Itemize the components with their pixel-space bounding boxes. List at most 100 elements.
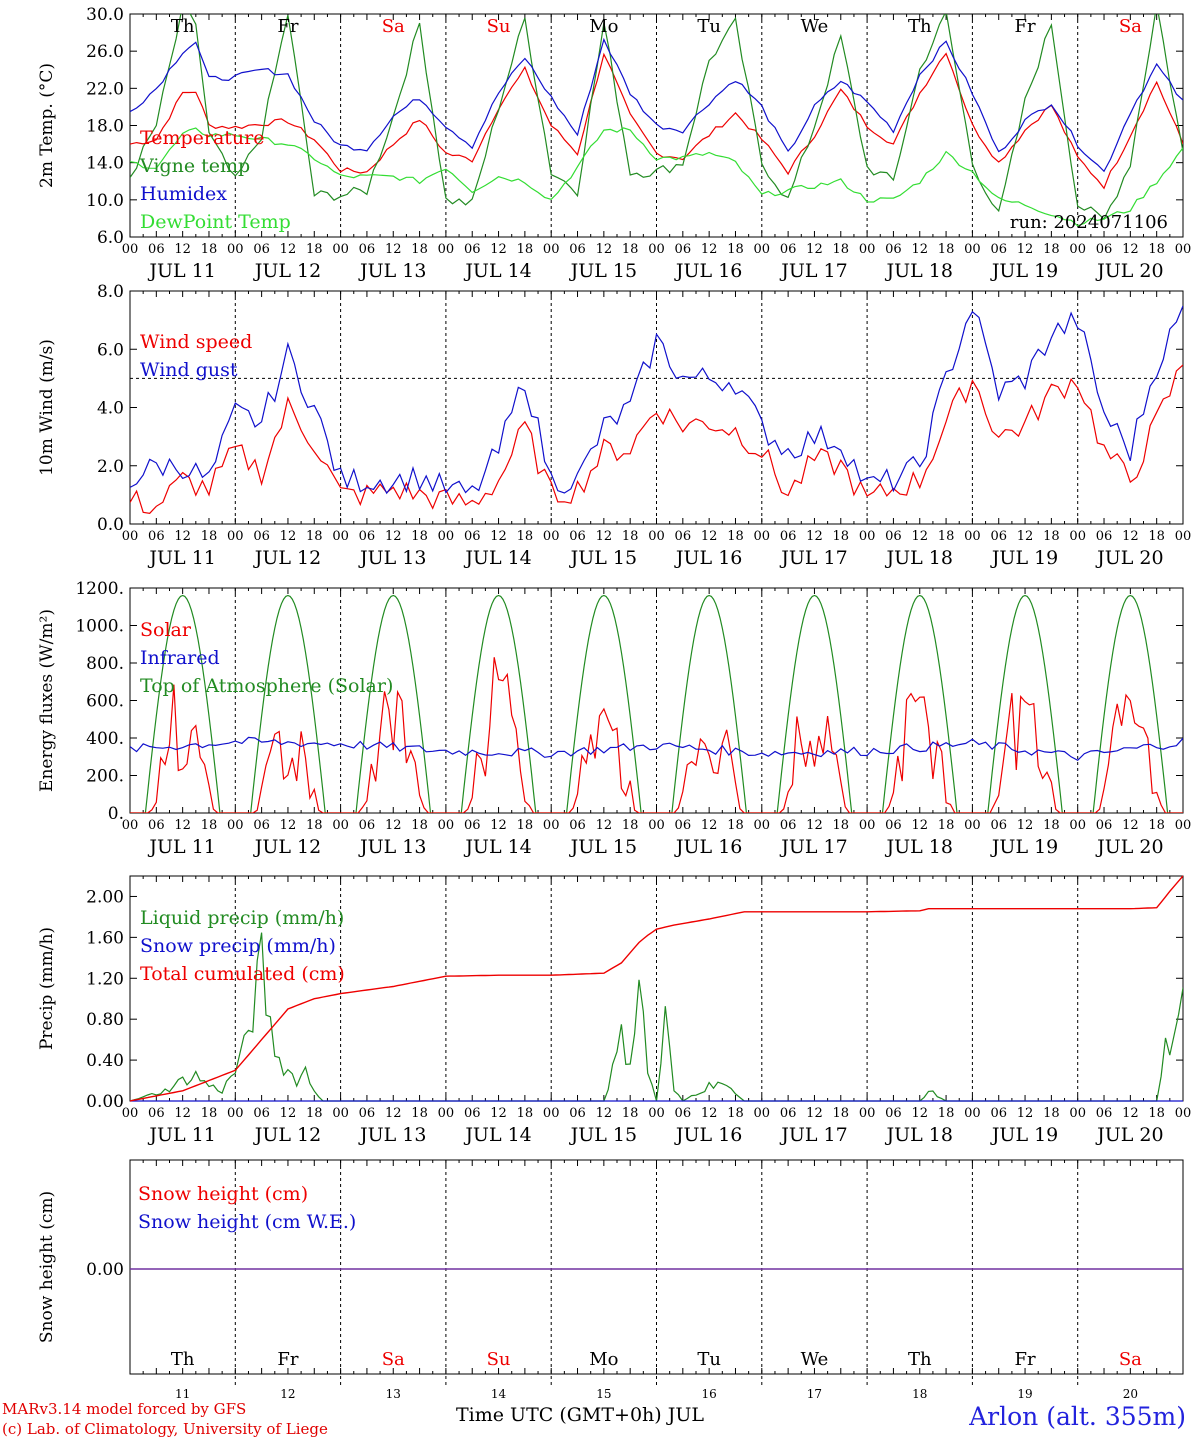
temperature-lines — [130, 14, 1183, 227]
x-hour-label: 00 — [964, 818, 981, 833]
x-hour-label: 00 — [1175, 242, 1192, 257]
x-hour-label: 18 — [201, 1106, 218, 1121]
x-date-label: JUL 19 — [990, 1124, 1058, 1146]
x-hour-label: 06 — [569, 529, 586, 544]
x-hour-label: 06 — [780, 529, 797, 544]
x-hour-label: 06 — [148, 529, 165, 544]
x-date-label: JUL 20 — [1095, 260, 1163, 282]
x-hour-label: 18 — [622, 529, 639, 544]
x-hour-label: 06 — [359, 242, 376, 257]
day-name-label: We — [801, 1349, 829, 1370]
x-hour-label: 12 — [490, 529, 507, 544]
x-hour-label: 06 — [569, 1106, 586, 1121]
legend-entry: Wind speed — [140, 331, 252, 353]
x-hour-label: 06 — [885, 818, 902, 833]
x-hour-label: 00 — [1069, 1106, 1086, 1121]
y-tick-label: 14.0 — [86, 154, 124, 174]
x-date-label: JUL 18 — [885, 260, 953, 282]
x-hour-label: 12 — [806, 529, 823, 544]
x-hour-label: 12 — [490, 1106, 507, 1121]
x-date-label: JUL 14 — [463, 260, 531, 282]
model-credit: MARv3.14 model forced by GFS — [2, 1400, 247, 1418]
x-hour-label: 12 — [806, 1106, 823, 1121]
x-hour-label: 00 — [964, 529, 981, 544]
x-hour-label: 06 — [253, 1106, 270, 1121]
y-tick-label: 6.0 — [97, 340, 124, 360]
x-hour-label: 00 — [543, 1106, 560, 1121]
x-hour-label: 18 — [938, 1106, 955, 1121]
x-hour-label: 06 — [675, 529, 692, 544]
x-hour-label: 12 — [1017, 1106, 1034, 1121]
x-hour-label: 18 — [517, 529, 534, 544]
x-hour-label: 12 — [385, 242, 402, 257]
x-hour-label: 18 — [1148, 529, 1165, 544]
x-hour-label: 12 — [1017, 818, 1034, 833]
x-hour-label: 00 — [859, 529, 876, 544]
infrared-line — [130, 736, 1183, 762]
x-date-label: JUL 11 — [147, 547, 215, 569]
x-date-label: JUL 17 — [779, 260, 847, 282]
snow-panel: 0.00 Snow height (cm) Snow height (cm) Snow… — [37, 1159, 1184, 1401]
x-date-label: JUL 19 — [990, 260, 1058, 282]
x-hour-label: 12 — [490, 818, 507, 833]
x-hour-label: 18 — [411, 242, 428, 257]
day-number-label: 19 — [1017, 1387, 1032, 1401]
legend-entry: DewPoint Temp — [140, 211, 291, 233]
x-hour-label: 06 — [990, 242, 1007, 257]
x-hour-label: 00 — [227, 529, 244, 544]
x-date-label: JUL 11 — [147, 836, 215, 858]
x-date-label: JUL 18 — [885, 1124, 953, 1146]
x-hour-label: 12 — [280, 242, 297, 257]
x-hour-label: 00 — [1175, 818, 1192, 833]
x-hour-label: 06 — [675, 818, 692, 833]
x-hour-label: 06 — [780, 242, 797, 257]
day-name-label: Th — [171, 1349, 195, 1370]
series-line — [130, 14, 1183, 220]
x-hour-label: 18 — [517, 1106, 534, 1121]
x-hour-label: 00 — [1069, 818, 1086, 833]
wind-panel: 0.0 2.0 4.0 6.0 8.0 10m Wind (m/s) 00 06 12 18 00 0… — [37, 282, 1191, 569]
day-name-label: Th — [908, 16, 932, 37]
x-hour-label: 06 — [464, 242, 481, 257]
x-hour-label: 12 — [385, 529, 402, 544]
x-date-label: JUL 17 — [779, 1124, 847, 1146]
x-hour-label: 12 — [911, 242, 928, 257]
x-hour-label: 00 — [859, 242, 876, 257]
x-hour-label: 18 — [517, 818, 534, 833]
x-hour-label: 18 — [201, 818, 218, 833]
day-name-label: Fr — [277, 1349, 298, 1370]
x-hour-label: 06 — [1096, 529, 1113, 544]
y-tick-label: 22.0 — [86, 79, 124, 99]
legend-entry: Vigne temp — [139, 155, 250, 177]
day-number-label: 16 — [702, 1387, 717, 1401]
x-hour-label: 06 — [148, 242, 165, 257]
x-hour-label: 18 — [727, 529, 744, 544]
x-date-label: JUL 18 — [885, 836, 953, 858]
x-date-label: JUL 18 — [885, 547, 953, 569]
legend-entry: Top of Atmosphere (Solar) — [140, 675, 393, 697]
x-hour-label: 12 — [596, 242, 613, 257]
day-name-label: Th — [908, 1349, 932, 1370]
x-hour-label: 00 — [543, 242, 560, 257]
x-date-label: JUL 15 — [569, 260, 637, 282]
x-hour-label: 00 — [754, 1106, 771, 1121]
x-hour-label: 18 — [938, 818, 955, 833]
x-hour-label: 00 — [438, 242, 455, 257]
x-hour-label: 18 — [833, 242, 850, 257]
x-hour-label: 06 — [990, 818, 1007, 833]
x-hour-label: 00 — [1069, 529, 1086, 544]
x-hour-label: 18 — [1148, 818, 1165, 833]
x-hour-label: 18 — [622, 242, 639, 257]
y-tick-label: 2.00 — [86, 887, 124, 907]
x-date-label: JUL 12 — [253, 260, 321, 282]
day-name-label: Tu — [697, 16, 721, 37]
x-hour-label: 00 — [122, 529, 139, 544]
y-tick-label: 1.60 — [86, 928, 124, 948]
x-hour-label: 00 — [122, 818, 139, 833]
legend-entry: Liquid precip (mm/h) — [140, 907, 344, 929]
x-hour-label: 00 — [332, 529, 349, 544]
day-name-label: Tu — [697, 1349, 721, 1370]
x-date-label: JUL 15 — [569, 547, 637, 569]
x-hour-label: 18 — [1148, 242, 1165, 257]
x-hour-label: 12 — [1122, 529, 1139, 544]
